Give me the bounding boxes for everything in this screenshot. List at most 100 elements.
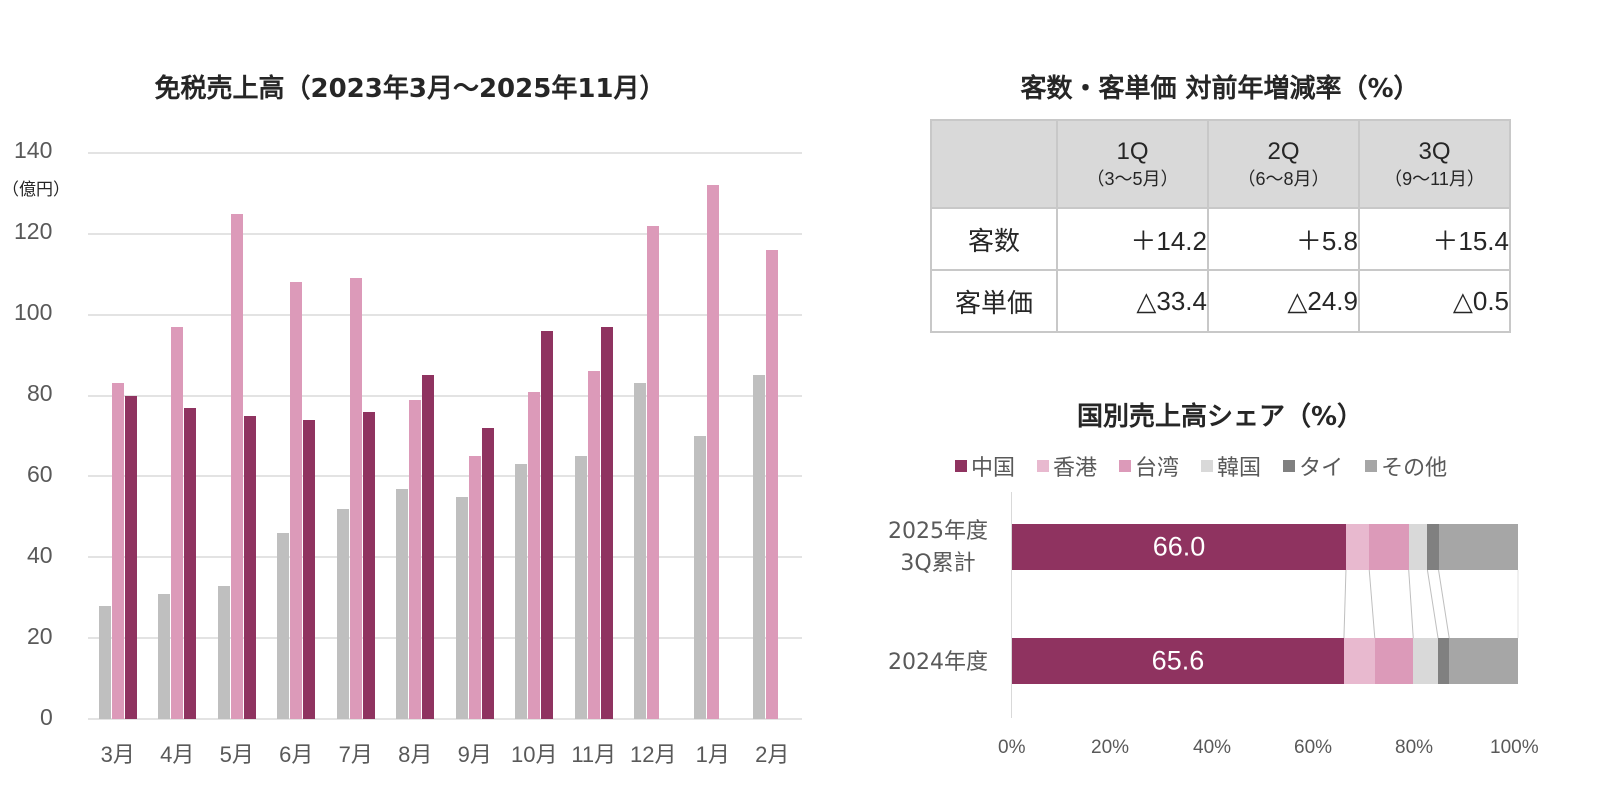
header-q2: 2Q （6～8月） [1207, 119, 1360, 209]
y-tick-0: 0 [40, 704, 53, 730]
data-label: 65.6 [1151, 645, 1205, 676]
customers-q1: ＋14.2 [1056, 207, 1209, 271]
share-bar-2025-3q: 66.0 [1012, 524, 1518, 570]
y-tick-140: 140 [14, 137, 53, 163]
legend-label: 中国 [971, 456, 1016, 481]
row-label-2024: 2024年度 [888, 650, 988, 675]
legend-label: 韓国 [1217, 456, 1262, 481]
header-empty-cell [930, 119, 1058, 209]
q1-label: 1Q [1116, 138, 1149, 165]
bar-2023年度 [693, 436, 706, 719]
bar-2023年度 [396, 488, 409, 719]
bar-2024年度 [111, 383, 124, 719]
x-tick-label: 11月 [571, 742, 617, 767]
share-legend: 中国 香港 台湾 韓国 タイ その他 [955, 450, 1447, 482]
y-tick-120: 120 [14, 218, 53, 244]
bar-2024年度 [528, 391, 541, 719]
gridline [88, 718, 802, 720]
bar-2023年度 [574, 456, 587, 719]
bar-2023年度 [515, 464, 528, 719]
bar-2024年度 [171, 326, 184, 719]
y-tick-80: 80 [27, 380, 53, 406]
share-segment-台湾 [1374, 638, 1414, 684]
yoy-table-title: 客数・客単価 対前年増減率（%） [1020, 74, 1420, 104]
legend-item-korea: 韓国 [1201, 450, 1261, 482]
share-y-axis-line [1011, 492, 1012, 718]
bar-2024年度 [766, 250, 779, 719]
gridline [88, 313, 802, 316]
share-segment-タイ [1427, 524, 1439, 570]
row-label-line1: 2025年度 [888, 519, 988, 544]
x-tick-label: 9月 [457, 742, 492, 767]
bar-2024年度 [468, 456, 481, 719]
gridline [88, 152, 802, 154]
bar-2025年度 [362, 411, 375, 719]
gridline [88, 475, 802, 478]
x-tick-label: 4月 [160, 742, 195, 767]
legend-item-other: その他 [1365, 450, 1447, 482]
row-label-line2: 3Q累計 [900, 551, 976, 576]
x-tick-label: 2月 [755, 742, 790, 767]
customers-q3: ＋15.4 [1358, 207, 1511, 271]
x-tick-0: 0% [998, 737, 1026, 758]
bar-2023年度 [455, 496, 468, 719]
legend-item-china: 中国 [955, 450, 1015, 482]
bar-2024年度 [587, 371, 600, 719]
bar-2025年度 [243, 415, 256, 719]
x-tick-40: 40% [1193, 737, 1232, 758]
table-row: 客単価 △33.4 △24.9 △0.5 [930, 269, 1511, 333]
spend-q1: △33.4 [1056, 269, 1209, 333]
table-header-row: 1Q （3～5月） 2Q （6～8月） 3Q （9～11月） [930, 119, 1511, 209]
share-segment-韓国 [1408, 524, 1428, 570]
y-tick-20: 20 [27, 623, 53, 649]
bar-2025年度 [541, 330, 554, 719]
bar-2023年度 [336, 508, 349, 719]
q3-period: （9～11月） [1384, 169, 1485, 189]
row-label-customers: 客数 [930, 207, 1058, 271]
legend-label: 香港 [1053, 456, 1098, 481]
y-tick-60: 60 [27, 461, 53, 487]
bar-2024年度 [409, 399, 422, 719]
q3-label: 3Q [1418, 138, 1451, 165]
x-tick-80: 80% [1395, 737, 1434, 758]
legend-swatch-china [955, 460, 967, 472]
share-segment-その他 [1449, 638, 1518, 684]
legend-swatch-hongkong [1037, 460, 1050, 472]
header-q1: 1Q （3～5月） [1056, 119, 1209, 209]
legend-item-thailand: タイ [1283, 450, 1343, 482]
gridline [88, 394, 802, 397]
bar-2025年度 [481, 427, 494, 719]
share-segment-その他 [1438, 524, 1518, 570]
gridline [88, 556, 802, 559]
bar-2024年度 [706, 185, 719, 719]
sales-chart-title: 免税売上高（2023年3月～2025年11月） [154, 74, 666, 104]
share-segment-韓国 [1413, 638, 1439, 684]
legend-swatch-thailand [1283, 460, 1296, 472]
legend-swatch-korea [1201, 460, 1214, 472]
x-tick-60: 60% [1294, 737, 1333, 758]
yoy-table: 1Q （3～5月） 2Q （6～8月） 3Q （9～11月） 客数 ＋14.2 ＋5.… [930, 119, 1511, 333]
row-label-spend-per-customer: 客単価 [930, 269, 1058, 333]
x-tick-100: 100% [1490, 737, 1539, 758]
row-label-2025-3q: 2025年度 3Q累計 [868, 516, 1008, 580]
customers-q2: ＋5.8 [1207, 207, 1360, 271]
share-chart-title: 国別売上高シェア（%） [1076, 402, 1364, 432]
bar-2023年度 [277, 533, 290, 719]
x-tick-label: 1月 [695, 742, 730, 767]
spend-q2: △24.9 [1207, 269, 1360, 333]
q2-label: 2Q [1267, 138, 1300, 165]
bar-2024年度 [647, 225, 660, 719]
share-segment-中国: 66.0 [1012, 524, 1346, 570]
x-tick-label: 10月 [511, 742, 558, 767]
gridline [88, 232, 802, 235]
share-segment-香港 [1343, 638, 1375, 684]
x-tick-label: 3月 [100, 742, 135, 767]
bar-2025年度 [303, 419, 316, 719]
spend-q3: △0.5 [1358, 269, 1511, 333]
legend-label: 台湾 [1135, 456, 1180, 481]
bar-2023年度 [634, 383, 647, 719]
bar-2024年度 [230, 213, 243, 719]
share-segment-中国: 65.6 [1012, 638, 1344, 684]
legend-swatch-taiwan [1119, 460, 1132, 472]
table-row: 客数 ＋14.2 ＋5.8 ＋15.4 [930, 207, 1511, 271]
